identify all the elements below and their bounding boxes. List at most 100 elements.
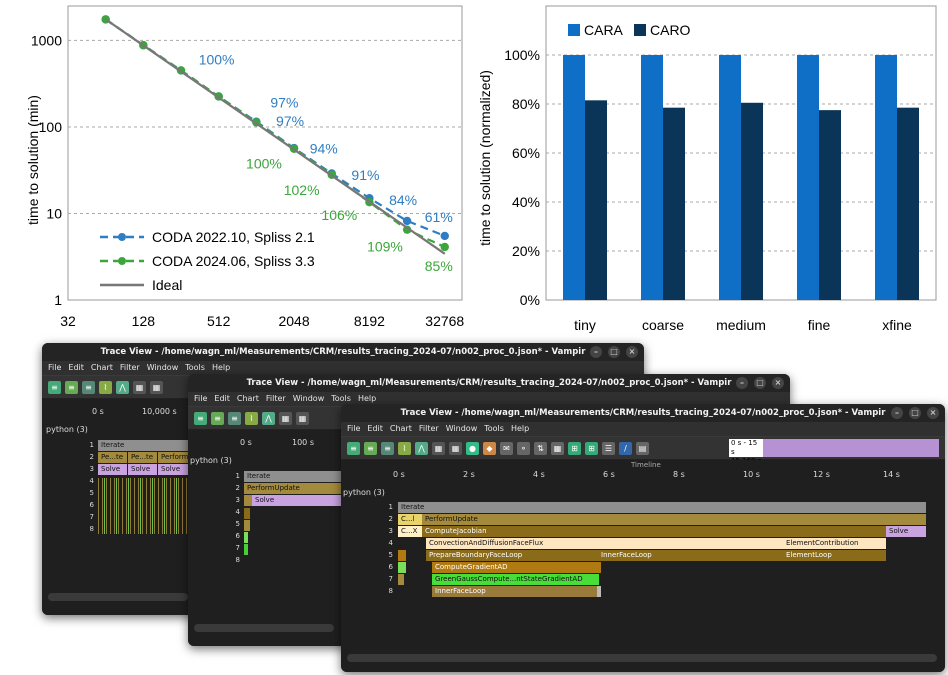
- menu-window[interactable]: Window: [146, 363, 179, 372]
- menu-filter[interactable]: Filter: [119, 363, 140, 372]
- menu-window[interactable]: Window: [445, 424, 478, 433]
- master-timeline-icon[interactable]: ≡: [194, 411, 207, 425]
- master-timeline-icon[interactable]: ≡: [347, 441, 360, 455]
- menu-edit[interactable]: Edit: [214, 394, 230, 403]
- bar-computejacobian[interactable]: ComputeJacobian: [422, 526, 886, 537]
- bar-computegradientad[interactable]: ComputeGradientAD: [432, 562, 601, 573]
- edit-icon[interactable]: /: [619, 441, 632, 455]
- bar-iterate[interactable]: Iterate: [98, 440, 188, 451]
- window-titlebar[interactable]: Trace View - /home/wagn_ml/Measurements/…: [341, 404, 945, 422]
- maximize-icon[interactable]: □: [909, 407, 921, 419]
- bar-innerfaceloop[interactable]: InnerFaceLoop: [598, 550, 783, 561]
- bar-solve[interactable]: Solve: [252, 495, 344, 506]
- list-icon[interactable]: ☰: [602, 441, 615, 455]
- menu-chart[interactable]: Chart: [90, 363, 113, 372]
- menu-window[interactable]: Window: [292, 394, 325, 403]
- minimize-icon[interactable]: –: [590, 346, 602, 358]
- window-titlebar[interactable]: Trace View - /home/wagn_ml/Measurements/…: [188, 374, 790, 392]
- performance-radar-icon[interactable]: ⋀: [415, 441, 428, 455]
- range-start: 0 s - 15 s: [731, 439, 758, 456]
- maximize-icon[interactable]: □: [754, 377, 766, 389]
- horizontal-scrollbar[interactable]: [347, 654, 937, 662]
- bar-performupdate[interactable]: Pe...te: [128, 452, 157, 463]
- bar-prepareboundary[interactable]: PrepareBoundaryFaceLoop: [426, 550, 601, 561]
- process-timeline-icon[interactable]: ≡: [381, 441, 394, 455]
- close-icon[interactable]: ×: [772, 377, 784, 389]
- bar-performupdate[interactable]: Perform: [158, 452, 188, 463]
- menu-help[interactable]: Help: [357, 394, 377, 403]
- bar-block[interactable]: [398, 550, 406, 561]
- counter-timeline-icon[interactable]: ⌇: [245, 411, 258, 425]
- counter-timeline-icon[interactable]: ⌇: [99, 380, 112, 394]
- bar-solve[interactable]: Solve: [886, 526, 926, 537]
- bar-solve[interactable]: Solve: [158, 464, 188, 475]
- bar-block[interactable]: C...l: [398, 514, 422, 525]
- maximize-icon[interactable]: □: [608, 346, 620, 358]
- menu-filter[interactable]: Filter: [418, 424, 439, 433]
- menu-file[interactable]: File: [347, 424, 361, 433]
- message-summary-icon[interactable]: ▦: [296, 411, 309, 425]
- bar-convection[interactable]: ConvectionAndDiffusionFaceFlux: [426, 538, 886, 549]
- efficiency-label-blue: 100%: [199, 51, 235, 67]
- menu-chart[interactable]: Chart: [236, 394, 259, 403]
- horizontal-scrollbar[interactable]: [194, 624, 334, 632]
- menu-filter[interactable]: Filter: [265, 394, 286, 403]
- master-timeline-icon[interactable]: ≡: [48, 380, 61, 394]
- bar-block[interactable]: [398, 574, 404, 585]
- window-titlebar[interactable]: Trace View - /home/wagn_ml/Measurements/…: [42, 343, 644, 361]
- process-summary-icon[interactable]: ●: [466, 441, 479, 455]
- menu-tools[interactable]: Tools: [185, 363, 205, 372]
- function-legend-icon[interactable]: ⇅: [534, 441, 547, 455]
- bar-block[interactable]: C...X: [398, 526, 422, 537]
- vampir-window-3[interactable]: Trace View - /home/wagn_ml/Measurements/…: [341, 404, 945, 672]
- bar-solve[interactable]: Solve: [98, 464, 127, 475]
- bar-elementloop[interactable]: ElementLoop: [783, 550, 886, 561]
- horizontal-scrollbar[interactable]: [48, 593, 188, 601]
- bar-performupdate[interactable]: Pe...te: [98, 452, 127, 463]
- marker-view-icon[interactable]: ⊞: [568, 441, 581, 455]
- message-summary-icon[interactable]: ▦: [449, 441, 462, 455]
- close-icon[interactable]: ×: [927, 407, 939, 419]
- bar-solve[interactable]: Solve: [128, 464, 157, 475]
- menu-chart[interactable]: Chart: [389, 424, 412, 433]
- function-summary-icon[interactable]: ▦: [432, 441, 445, 455]
- menu-tools[interactable]: Tools: [484, 424, 504, 433]
- counter-timeline-icon[interactable]: ⌇: [398, 441, 411, 455]
- context-view-icon[interactable]: ▦: [551, 441, 564, 455]
- bar-innerfaceloop-2[interactable]: InnerFaceLoop: [432, 586, 597, 597]
- zoom-range-bar[interactable]: 0 s - 15 s 15.168 s: [729, 439, 939, 465]
- menu-edit[interactable]: Edit: [68, 363, 84, 372]
- menu-file[interactable]: File: [48, 363, 62, 372]
- menu-help[interactable]: Help: [211, 363, 231, 372]
- function-summary-icon[interactable]: ▦: [133, 380, 146, 394]
- menu-tools[interactable]: Tools: [331, 394, 351, 403]
- summary-timeline-icon[interactable]: ≡: [211, 411, 224, 425]
- summary-timeline-icon[interactable]: ≡: [65, 380, 78, 394]
- call-tree-icon[interactable]: ⚬: [517, 441, 530, 455]
- process-timeline-icon[interactable]: ≡: [228, 411, 241, 425]
- io-summary-icon[interactable]: ✉: [500, 441, 513, 455]
- minimize-icon[interactable]: –: [736, 377, 748, 389]
- menu-edit[interactable]: Edit: [367, 424, 383, 433]
- minimize-icon[interactable]: –: [891, 407, 903, 419]
- io-timeline-icon[interactable]: ⊞: [585, 441, 598, 455]
- close-icon[interactable]: ×: [626, 346, 638, 358]
- bar-performupdate[interactable]: PerformUpdate: [244, 483, 344, 494]
- bar-block[interactable]: [398, 562, 406, 573]
- bar-iterate[interactable]: Iterate: [398, 502, 926, 513]
- menu-help[interactable]: Help: [510, 424, 530, 433]
- bar-elementcontribution[interactable]: ElementContribution: [783, 538, 886, 549]
- bar-iterate[interactable]: Iterate: [244, 471, 344, 482]
- function-summary-icon[interactable]: ▦: [279, 411, 292, 425]
- bar-performupdate[interactable]: PerformUpdate: [422, 514, 926, 525]
- message-summary-icon[interactable]: ▦: [150, 380, 163, 394]
- summary-timeline-icon[interactable]: ≡: [364, 441, 377, 455]
- performance-radar-icon[interactable]: ⋀: [262, 411, 275, 425]
- row-number: 6: [89, 501, 94, 509]
- communication-matrix-icon[interactable]: ◆: [483, 441, 496, 455]
- performance-radar-icon[interactable]: ⋀: [116, 380, 129, 394]
- document-icon[interactable]: ▤: [636, 441, 649, 455]
- menu-file[interactable]: File: [194, 394, 208, 403]
- bar-greengauss[interactable]: GreenGaussCompute...ntStateGradientAD: [432, 574, 599, 585]
- process-timeline-icon[interactable]: ≡: [82, 380, 95, 394]
